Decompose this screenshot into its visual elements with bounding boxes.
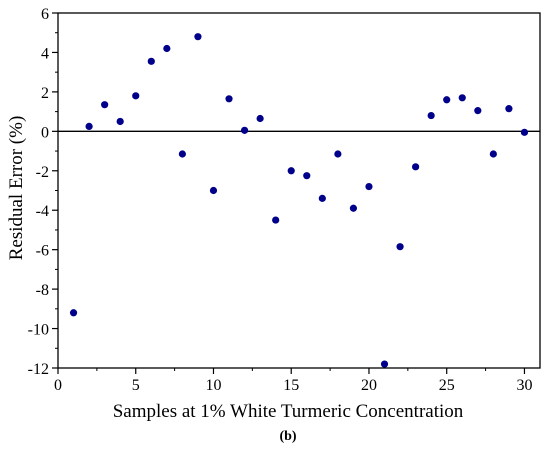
plot-frame <box>57 12 541 369</box>
x-tick-label: 25 <box>439 377 455 394</box>
data-point <box>380 360 389 368</box>
y-tick-label: -4 <box>36 203 49 220</box>
tick-marks <box>52 12 526 374</box>
y-tick-label: -2 <box>36 164 49 181</box>
data-point <box>318 194 326 202</box>
data-point <box>303 172 311 180</box>
data-points <box>69 33 529 368</box>
x-tick-label: 5 <box>132 377 140 394</box>
data-point <box>349 204 358 212</box>
data-point <box>101 101 109 109</box>
data-point <box>474 107 482 115</box>
data-point <box>443 96 451 104</box>
data-point <box>240 126 249 134</box>
x-tick-label: 30 <box>516 377 532 394</box>
data-point <box>489 150 497 158</box>
data-point <box>272 216 280 224</box>
data-point <box>116 117 124 126</box>
y-tick-label: 4 <box>41 45 49 62</box>
x-tick-label: 0 <box>54 377 62 394</box>
data-point <box>365 182 373 191</box>
data-point <box>427 111 435 120</box>
data-point <box>178 150 186 158</box>
data-point <box>458 94 466 102</box>
y-tick-label: 6 <box>41 6 49 23</box>
y-tick-label: -8 <box>36 282 49 299</box>
y-axis-label: Residual Error (%) <box>6 116 27 261</box>
y-tick-label: 0 <box>41 124 49 141</box>
data-point <box>520 128 529 136</box>
data-point <box>132 92 140 100</box>
axes <box>57 12 541 369</box>
x-tick-label: 10 <box>205 377 221 394</box>
data-point <box>147 57 155 65</box>
data-point <box>505 105 513 113</box>
y-tick-label: 2 <box>41 85 49 102</box>
data-point <box>396 243 404 251</box>
data-point <box>334 150 342 158</box>
data-point <box>163 44 171 53</box>
data-point <box>209 186 218 195</box>
y-tick-label: -6 <box>36 243 49 260</box>
data-point <box>287 167 295 175</box>
data-point <box>412 163 420 171</box>
y-tick-label: -10 <box>28 322 49 339</box>
data-point <box>69 309 78 317</box>
data-point <box>256 114 264 123</box>
figure-caption: (b) <box>279 429 296 444</box>
y-tick-label: -12 <box>28 361 49 378</box>
x-tick-label: 20 <box>361 377 377 394</box>
x-axis-label: Samples at 1% White Turmeric Concentrati… <box>113 401 464 422</box>
data-point <box>194 33 202 41</box>
data-point <box>85 122 93 131</box>
x-tick-label: 15 <box>283 377 299 394</box>
data-point <box>225 95 233 103</box>
